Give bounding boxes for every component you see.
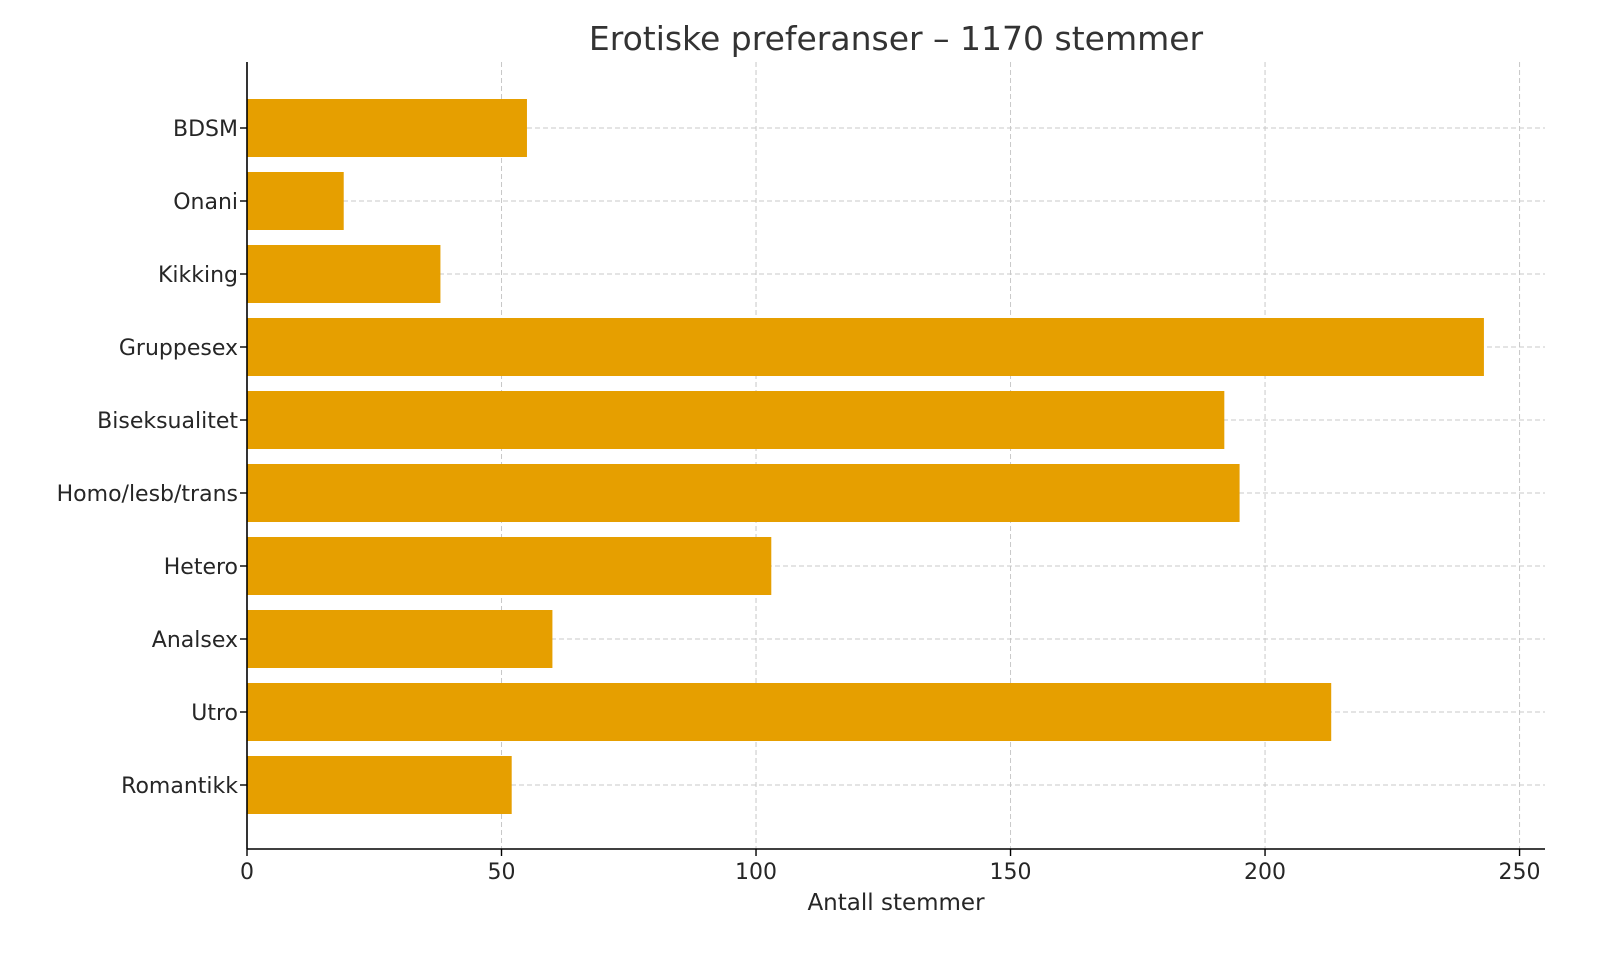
x-tick-label: 200 (1244, 860, 1286, 885)
axes (246, 62, 1545, 850)
bar-gruppesex (247, 318, 1484, 376)
x-tick-label: 100 (735, 860, 777, 885)
bar-utro (247, 683, 1332, 741)
y-tick-label: Analsex (152, 628, 238, 653)
y-tick-label: Hetero (164, 555, 238, 580)
bar-analsex (247, 610, 553, 668)
bar-romantikk (247, 756, 512, 814)
y-tick-label: Gruppesex (119, 336, 238, 361)
y-tick-label: BDSM (173, 117, 238, 142)
x-tick-label: 250 (1499, 860, 1541, 885)
chart-title: Erotiske preferanser – 1170 stemmer (589, 19, 1204, 58)
y-tick-label: Kikking (158, 263, 238, 288)
x-tick-label: 0 (240, 860, 254, 885)
bar-kikking (247, 245, 441, 303)
bars (247, 99, 1484, 814)
y-tick-label: Onani (173, 190, 238, 215)
y-tick-label: Biseksualitet (97, 409, 238, 434)
x-tick-labels: 0 50 100 150 200 250 (240, 849, 1541, 885)
bar-homo-lesb-trans (247, 464, 1240, 522)
y-tick-label: Romantikk (121, 774, 238, 799)
y-tick-label: Homo/lesb/trans (57, 482, 238, 507)
bar-hetero (247, 537, 772, 595)
y-tick-label: Utro (191, 701, 238, 726)
x-axis-label: Antall stemmer (807, 890, 985, 916)
x-tick-label: 150 (990, 860, 1032, 885)
bar-bdsm (247, 99, 527, 157)
bar-onani (247, 172, 344, 230)
x-tick-label: 50 (488, 860, 516, 885)
y-tick-labels: BDSM Onani Kikking Gruppesex Biseksualitet Ho… (57, 117, 247, 799)
bar-biseksualitet (247, 391, 1225, 449)
